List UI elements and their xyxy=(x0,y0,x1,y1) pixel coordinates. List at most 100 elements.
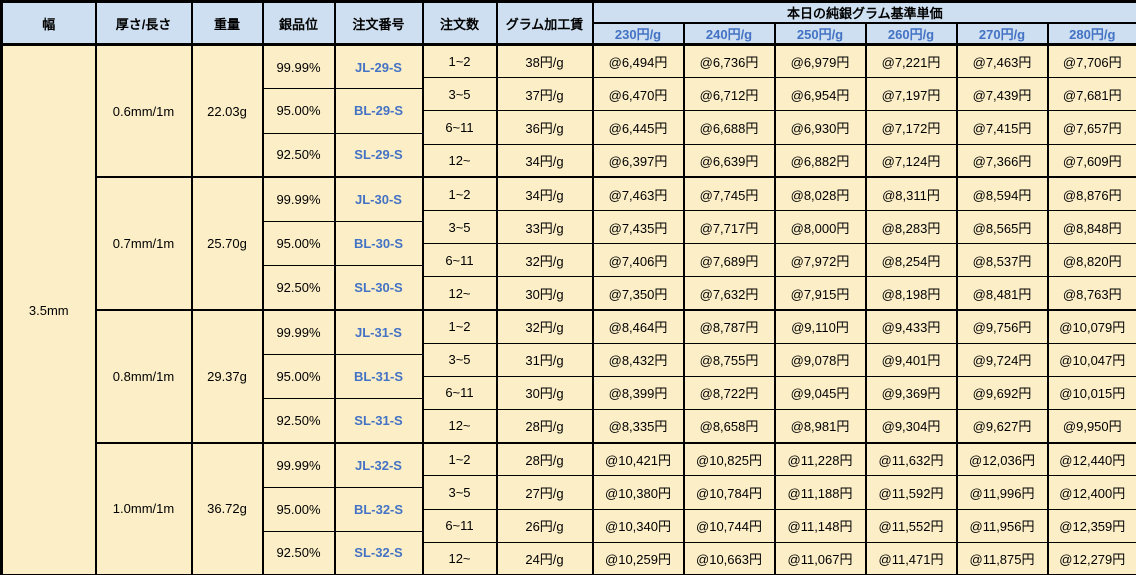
price-cell: @6,470円 xyxy=(591,77,685,112)
purity-cell: 99.99% xyxy=(261,43,336,90)
table-subrow: 92.50% SL-32-S xyxy=(2,530,1136,575)
header-price-col-0: 230円/g xyxy=(591,22,685,46)
fee-cell: 28円/g xyxy=(495,409,594,444)
order-number-cell: BL-29-S xyxy=(333,88,424,134)
price-cell: @8,594円 xyxy=(955,176,1049,211)
quantity-cell: 12~ xyxy=(421,409,498,444)
price-cell: @8,981円 xyxy=(773,409,867,444)
thickness-cell: 0.7mm/1m xyxy=(94,176,193,311)
price-cell: @11,956円 xyxy=(955,508,1049,543)
price-cell: @8,028円 xyxy=(773,176,867,211)
fee-cell: 28円/g xyxy=(495,441,594,477)
price-cell: @8,335円 xyxy=(591,409,685,444)
price-cell: @11,471円 xyxy=(864,541,958,575)
table-subrow: 0.8mm/1m 29.37g 99.99% JL-31-S 1~2 32円/g @8,46… xyxy=(2,308,1136,444)
fee-cell: 37円/g xyxy=(495,77,594,112)
price-cell: @10,663円 xyxy=(682,541,776,575)
quantity-cell: 6~11 xyxy=(421,243,498,278)
purity-cell: 95.00% xyxy=(261,353,336,400)
price-cell: @6,930円 xyxy=(773,110,867,145)
fee-cell: 30円/g xyxy=(495,375,594,411)
order-number-cell: SL-29-S xyxy=(333,132,424,178)
price-cell: @12,359円 xyxy=(1046,508,1136,543)
price-cell: @10,015円 xyxy=(1046,375,1136,411)
price-cell: @10,421円 xyxy=(591,441,685,477)
thickness-cell: 0.8mm/1m xyxy=(94,309,193,444)
price-cell: @7,706円 xyxy=(1046,43,1136,79)
price-cell: @12,440円 xyxy=(1046,441,1136,477)
price-cell: @8,820円 xyxy=(1046,243,1136,278)
price-cell: @11,228円 xyxy=(773,441,867,477)
quantity-cell: 12~ xyxy=(421,143,498,178)
table-subrow: 6~11 32円/g @7,406円 @7,689円 @7,972円 @8,254円 @8,… xyxy=(2,243,1136,278)
price-cell: @11,552円 xyxy=(864,508,958,543)
purity-cell: 95.00% xyxy=(261,220,336,267)
quantity-cell: 1~2 xyxy=(421,176,498,211)
order-number-cell: JL-31-S xyxy=(333,308,424,355)
price-cell: @11,875円 xyxy=(955,541,1049,575)
weight-cell: 25.70g xyxy=(190,176,264,311)
price-cell: @6,712円 xyxy=(682,77,776,112)
purity-cell: 95.00% xyxy=(261,88,336,134)
price-cell: @10,825円 xyxy=(682,441,776,477)
weight-cell: 29.37g xyxy=(190,309,264,444)
price-cell: @7,415円 xyxy=(955,110,1049,145)
header-row-2: 230円/g 240円/g 250円/g 260円/g 270円/g 280円/g xyxy=(2,22,1136,46)
quantity-cell: 6~11 xyxy=(421,508,498,543)
price-cell: @9,692円 xyxy=(955,375,1049,411)
table-subrow: 12~ 24円/g @10,259円 @10,663円 @11,067円 @11,471円… xyxy=(2,541,1136,575)
table-subrow: 92.50% SL-29-S xyxy=(2,132,1136,178)
fee-cell: 32円/g xyxy=(495,243,594,278)
purity-cell: 99.99% xyxy=(261,441,336,488)
header-price-group: 本日の純銀グラム基準単価 xyxy=(591,1,1136,24)
quantity-cell: 3~5 xyxy=(421,342,498,377)
price-cell: @7,681円 xyxy=(1046,77,1136,112)
price-cell: @7,463円 xyxy=(955,43,1049,79)
purity-cell: 92.50% xyxy=(261,132,336,178)
order-number-cell: JL-32-S xyxy=(333,441,424,488)
price-cell: @11,632円 xyxy=(864,441,958,477)
table-subrow: 92.50% SL-30-S xyxy=(2,265,1136,311)
width-value-cell: 3.5mm xyxy=(0,44,97,575)
price-cell: @7,366円 xyxy=(955,143,1049,178)
price-cell: @11,067円 xyxy=(773,541,867,575)
table-subrow: 0.7mm/1m 25.70g 99.99% JL-30-S 1~2 34円/g @7,46… xyxy=(2,176,1136,311)
header-price-col-4: 270円/g xyxy=(955,22,1049,46)
price-cell: @8,311円 xyxy=(864,176,958,211)
table-subrow: 3~5 37円/g @6,470円 @6,712円 @6,954円 @7,197円 @7,4… xyxy=(2,77,1136,112)
fee-cell: 34円/g xyxy=(495,176,594,211)
header-width: 幅 xyxy=(0,1,97,46)
thickness-cell: 1.0mm/1m xyxy=(94,441,193,575)
price-cell: @6,688円 xyxy=(682,110,776,145)
price-cell: @8,283円 xyxy=(864,209,958,245)
price-cell: @7,463円 xyxy=(591,176,685,211)
price-cell: @10,047円 xyxy=(1046,342,1136,377)
price-cell: @8,848円 xyxy=(1046,209,1136,245)
price-cell: @8,755円 xyxy=(682,342,776,377)
price-cell: @8,198円 xyxy=(864,276,958,311)
fee-cell: 36円/g xyxy=(495,110,594,145)
price-cell: @12,279円 xyxy=(1046,541,1136,575)
price-cell: @10,259円 xyxy=(591,541,685,575)
price-cell: @6,639円 xyxy=(682,143,776,178)
order-number-cell: SL-32-S xyxy=(333,530,424,575)
header-quantity: 注文数 xyxy=(421,1,498,46)
price-cell: @11,188円 xyxy=(773,475,867,510)
table-subrow: 12~ 28円/g @8,335円 @8,658円 @8,981円 @9,304円 @9,6… xyxy=(2,409,1136,444)
table-subrow: 6~11 36円/g @6,445円 @6,688円 @6,930円 @7,172円 @7,… xyxy=(2,110,1136,145)
header-fee: グラム加工賃 xyxy=(495,1,594,46)
weight-cell: 22.03g xyxy=(190,43,264,178)
price-cell: @8,537円 xyxy=(955,243,1049,278)
price-cell: @8,481円 xyxy=(955,276,1049,311)
price-cell: @9,045円 xyxy=(773,375,867,411)
price-cell: @9,304円 xyxy=(864,409,958,444)
price-cell: @8,787円 xyxy=(682,308,776,344)
price-cell: @9,078円 xyxy=(773,342,867,377)
price-cell: @12,400円 xyxy=(1046,475,1136,510)
price-cell: @8,464円 xyxy=(591,308,685,344)
price-cell: @6,397円 xyxy=(591,143,685,178)
price-cell: @6,979円 xyxy=(773,43,867,79)
fee-cell: 30円/g xyxy=(495,276,594,311)
price-cell: @8,565円 xyxy=(955,209,1049,245)
price-cell: @9,433円 xyxy=(864,308,958,344)
